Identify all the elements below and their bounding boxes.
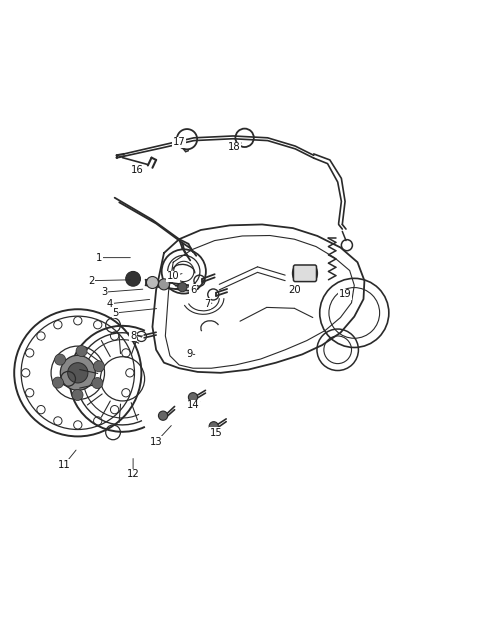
Text: 6: 6 [190, 285, 196, 295]
Text: 11: 11 [58, 460, 71, 470]
Circle shape [146, 276, 158, 288]
Circle shape [52, 377, 63, 388]
FancyBboxPatch shape [293, 265, 316, 281]
Circle shape [178, 283, 187, 292]
Circle shape [188, 392, 198, 402]
Text: 2: 2 [88, 276, 95, 286]
Text: 13: 13 [150, 437, 162, 447]
Text: 12: 12 [127, 469, 140, 479]
Circle shape [158, 411, 168, 421]
Text: 7: 7 [204, 299, 211, 309]
Text: 17: 17 [173, 137, 186, 147]
Circle shape [55, 354, 66, 365]
Text: 14: 14 [187, 400, 199, 410]
Circle shape [76, 346, 87, 356]
Text: 20: 20 [288, 285, 300, 295]
Text: 10: 10 [167, 271, 180, 281]
Text: 3: 3 [101, 287, 107, 297]
Text: 5: 5 [112, 308, 119, 318]
Text: 15: 15 [210, 427, 222, 437]
Circle shape [72, 389, 83, 401]
Text: 8: 8 [130, 331, 136, 341]
Circle shape [94, 361, 105, 372]
Circle shape [158, 279, 169, 290]
Text: 9: 9 [186, 349, 192, 359]
Text: 19: 19 [339, 290, 351, 300]
Circle shape [60, 355, 96, 391]
Circle shape [92, 378, 103, 389]
Circle shape [209, 422, 218, 431]
Text: 16: 16 [132, 165, 144, 175]
Circle shape [126, 271, 141, 286]
Text: 1: 1 [96, 253, 103, 263]
Circle shape [68, 363, 88, 383]
Text: 18: 18 [228, 142, 241, 152]
Text: 4: 4 [107, 299, 113, 309]
